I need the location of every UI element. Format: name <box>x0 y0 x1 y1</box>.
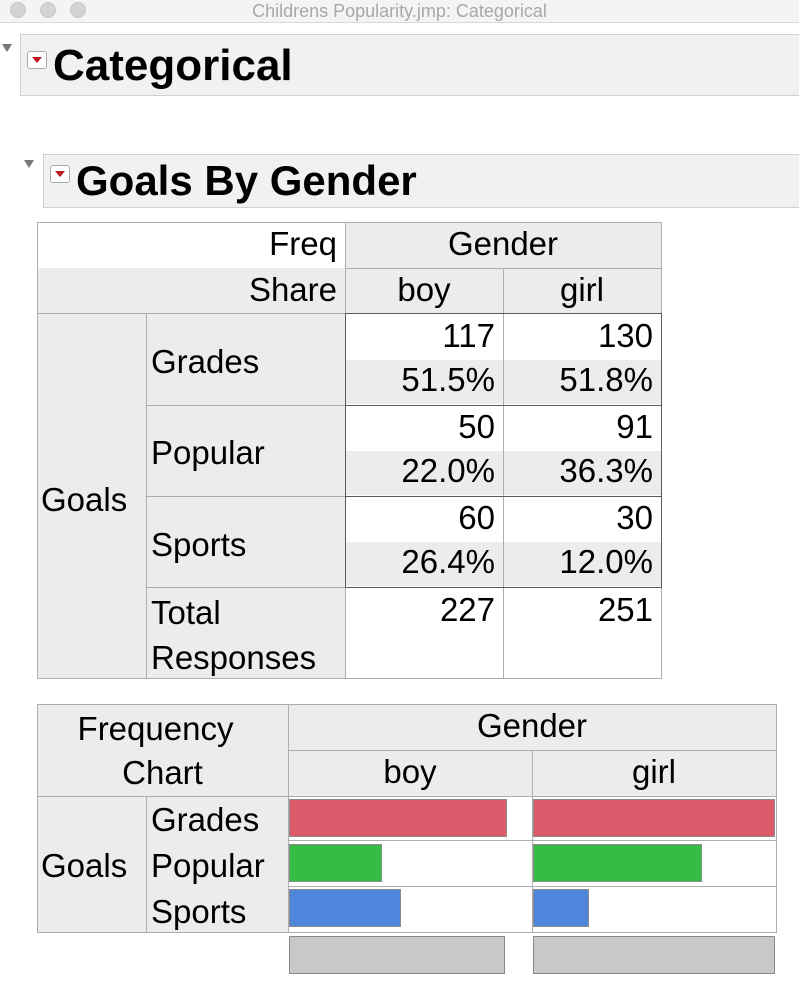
total-label-background <box>146 587 345 678</box>
column-var-background <box>345 222 661 268</box>
chart-header-line1: Frequency <box>77 710 234 747</box>
bar-girl-sports <box>533 889 589 927</box>
categorical-outline-header: Categorical <box>20 34 799 96</box>
bar-girl-total <box>533 936 775 974</box>
stat-label-freq: Freq <box>269 225 337 262</box>
chart-row-header-background <box>37 796 288 932</box>
close-window-button[interactable] <box>10 2 26 18</box>
freq-popular-girl: 91 <box>616 408 653 445</box>
freq-popular-boy: 50 <box>458 408 495 445</box>
chart-column-girl: girl <box>631 753 676 790</box>
chart-row-popular: Popular <box>151 847 265 884</box>
report-outline-header: Goals By Gender <box>43 154 799 208</box>
share-sports-girl: 12.0% <box>503 542 661 586</box>
chart-column-var-label: Gender <box>476 707 588 744</box>
zoom-window-button[interactable] <box>70 2 86 18</box>
row-level-grades: Grades <box>151 343 260 380</box>
total-label-line2: Responses <box>151 639 317 676</box>
row-level-sports: Sports <box>151 526 247 563</box>
freq-sports-boy: 60 <box>458 499 495 536</box>
share-grades-boy: 51.5% <box>345 360 503 404</box>
freq-grades-boy: 117 <box>442 317 495 354</box>
stat-label-background <box>37 268 345 313</box>
share-grades-girl: 51.8% <box>503 360 661 404</box>
chart-header-line2: Chart <box>122 754 203 791</box>
column-level-boy: boy <box>397 271 451 308</box>
share-popular-girl: 36.3% <box>503 451 661 495</box>
row-var-background <box>37 313 146 678</box>
minimize-window-button[interactable] <box>40 2 56 18</box>
bar-boy-total <box>289 936 505 974</box>
freq-grades-girl: 130 <box>597 317 653 354</box>
bar-girl-grades <box>533 799 775 837</box>
bar-girl-popular <box>533 844 702 882</box>
column-var-label: Gender <box>447 225 559 262</box>
freq-sports-girl: 30 <box>616 499 653 536</box>
column-level-girl: girl <box>559 271 604 308</box>
report-red-triangle-menu-icon[interactable] <box>50 165 70 183</box>
share-popular-boy: 22.0% <box>345 451 503 495</box>
total-girl: 251 <box>597 591 653 628</box>
red-triangle-menu-icon[interactable] <box>27 51 47 69</box>
chart-row-var-label: Goals <box>41 847 128 884</box>
share-sports-boy: 26.4% <box>345 542 503 586</box>
bar-boy-grades <box>289 799 507 837</box>
row-level-background <box>146 313 345 587</box>
chart-row-sports: Sports <box>151 893 247 930</box>
bar-boy-popular <box>289 844 382 882</box>
total-label-line1: Total <box>151 594 221 631</box>
outline-title: Categorical <box>53 41 293 90</box>
window-title: Childrens Popularity.jmp: Categorical <box>252 1 547 21</box>
report-title: Goals By Gender <box>76 157 417 204</box>
total-boy: 227 <box>439 591 495 628</box>
stat-label-share: Share <box>248 271 337 308</box>
report-disclosure-triangle-icon[interactable] <box>24 160 34 168</box>
row-level-popular: Popular <box>151 434 265 471</box>
window-titlebar: Childrens Popularity.jmp: Categorical <box>0 0 799 23</box>
chart-column-boy: boy <box>383 753 437 790</box>
bar-boy-sports <box>289 889 401 927</box>
chart-row-grades: Grades <box>151 801 260 838</box>
chart-header-background <box>37 704 288 796</box>
outline-disclosure-triangle-icon[interactable] <box>2 44 12 52</box>
row-var-label: Goals <box>41 481 128 518</box>
